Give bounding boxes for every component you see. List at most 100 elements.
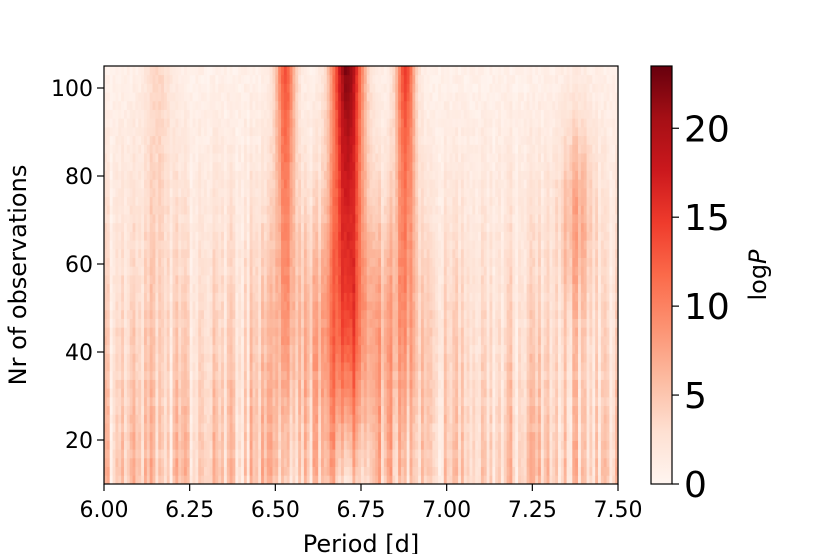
- heatmap-cell: [520, 466, 525, 476]
- heatmap-cell: [229, 466, 233, 476]
- heatmap-cell: [241, 466, 245, 476]
- heatmap-cell: [392, 353, 396, 363]
- heatmap-cell: [121, 379, 125, 389]
- heatmap-cell: [369, 283, 373, 293]
- heatmap-cell: [558, 440, 562, 450]
- heatmap-cell: [506, 344, 510, 354]
- heatmap-cell: [375, 275, 379, 285]
- heatmap-cell: [480, 240, 485, 250]
- heatmap-cell: [603, 248, 607, 258]
- heatmap-cell: [223, 475, 228, 484]
- heatmap-cell: [198, 423, 202, 433]
- heatmap-cell: [523, 370, 528, 380]
- heatmap-cell: [495, 318, 499, 328]
- heatmap-cell: [478, 335, 482, 346]
- heatmap-cell: [283, 275, 288, 285]
- heatmap-cell: [438, 344, 442, 354]
- heatmap-cell: [498, 301, 502, 311]
- heatmap-cell: [289, 449, 293, 459]
- heatmap-cell: [112, 301, 116, 311]
- heatmap-cell: [540, 396, 545, 407]
- heatmap-cell: [349, 396, 353, 407]
- heatmap-cell: [383, 449, 388, 459]
- heatmap-cell: [178, 379, 182, 389]
- heatmap-cell: [486, 396, 490, 407]
- heatmap-cell: [355, 309, 359, 319]
- heatmap-cell: [361, 388, 365, 398]
- heatmap-cell: [563, 283, 567, 293]
- heatmap-cell: [186, 283, 191, 293]
- heatmap-cell: [306, 327, 310, 337]
- heatmap-cell: [540, 353, 545, 363]
- heatmap-cell: [435, 457, 439, 467]
- heatmap-cell: [178, 466, 182, 476]
- heatmap-cell: [238, 396, 242, 407]
- heatmap-cell: [206, 431, 211, 441]
- heatmap-cell: [152, 466, 156, 476]
- heatmap-cell: [352, 466, 356, 476]
- heatmap-cell: [152, 423, 156, 433]
- heatmap-cell: [323, 344, 328, 354]
- heatmap-cell: [432, 414, 436, 424]
- heatmap-cell: [543, 396, 548, 407]
- heatmap-cell: [372, 344, 376, 354]
- heatmap-cell: [520, 335, 525, 346]
- heatmap-cell: [115, 475, 119, 484]
- heatmap-cell: [309, 440, 313, 450]
- heatmap-cell: [318, 292, 322, 302]
- heatmap-cell: [115, 379, 119, 389]
- heatmap-cell: [266, 309, 271, 319]
- heatmap-cell: [166, 240, 171, 250]
- heatmap-cell: [380, 431, 385, 441]
- heatmap-cell: [469, 423, 473, 433]
- heatmap-cell: [221, 362, 225, 372]
- heatmap-cell: [318, 344, 322, 354]
- heatmap-cell: [289, 362, 293, 372]
- heatmap-cell: [412, 318, 416, 328]
- heatmap-cell: [523, 362, 528, 372]
- heatmap-cell: [589, 362, 593, 372]
- heatmap-cell: [412, 405, 416, 415]
- heatmap-cell: [549, 248, 553, 258]
- heatmap-cell: [186, 457, 191, 467]
- heatmap-cell: [195, 292, 199, 302]
- heatmap-cell: [309, 449, 313, 459]
- heatmap-cell: [372, 248, 376, 258]
- heatmap-cell: [586, 440, 590, 450]
- heatmap-cell: [460, 449, 465, 459]
- heatmap-cell: [363, 292, 368, 302]
- heatmap-cell: [238, 353, 242, 363]
- heatmap-cell: [143, 318, 148, 328]
- heatmap-cell: [258, 388, 262, 398]
- heatmap-cell: [303, 405, 308, 415]
- heatmap-cell: [161, 457, 165, 467]
- heatmap-cell: [146, 292, 151, 302]
- heatmap-cell: [518, 344, 522, 354]
- heatmap-cell: [206, 318, 211, 328]
- heatmap-cell: [560, 396, 565, 407]
- heatmap-cell: [258, 318, 262, 328]
- heatmap-cell: [283, 457, 288, 467]
- heatmap-cell: [158, 266, 162, 276]
- heatmap-cell: [172, 414, 176, 424]
- heatmap-cell: [592, 301, 596, 311]
- heatmap-cell: [261, 353, 265, 363]
- heatmap-cell: [201, 414, 205, 424]
- heatmap-cell: [306, 318, 310, 328]
- heatmap-cell: [183, 318, 188, 328]
- heatmap-cell: [592, 466, 596, 476]
- heatmap-cell: [226, 405, 231, 415]
- heatmap-cell: [423, 301, 428, 311]
- heatmap-cell: [155, 283, 159, 293]
- heatmap-cell: [272, 396, 276, 407]
- heatmap-cell: [595, 301, 599, 311]
- heatmap-cell: [598, 449, 602, 459]
- heatmap-cell: [558, 318, 562, 328]
- heatmap-cell: [460, 388, 465, 398]
- heatmap-cell: [258, 431, 262, 441]
- heatmap-cell: [301, 379, 305, 389]
- heatmap-cell: [558, 266, 562, 276]
- heatmap-cell: [361, 301, 365, 311]
- heatmap-cell: [235, 431, 239, 441]
- heatmap-cell: [466, 457, 470, 467]
